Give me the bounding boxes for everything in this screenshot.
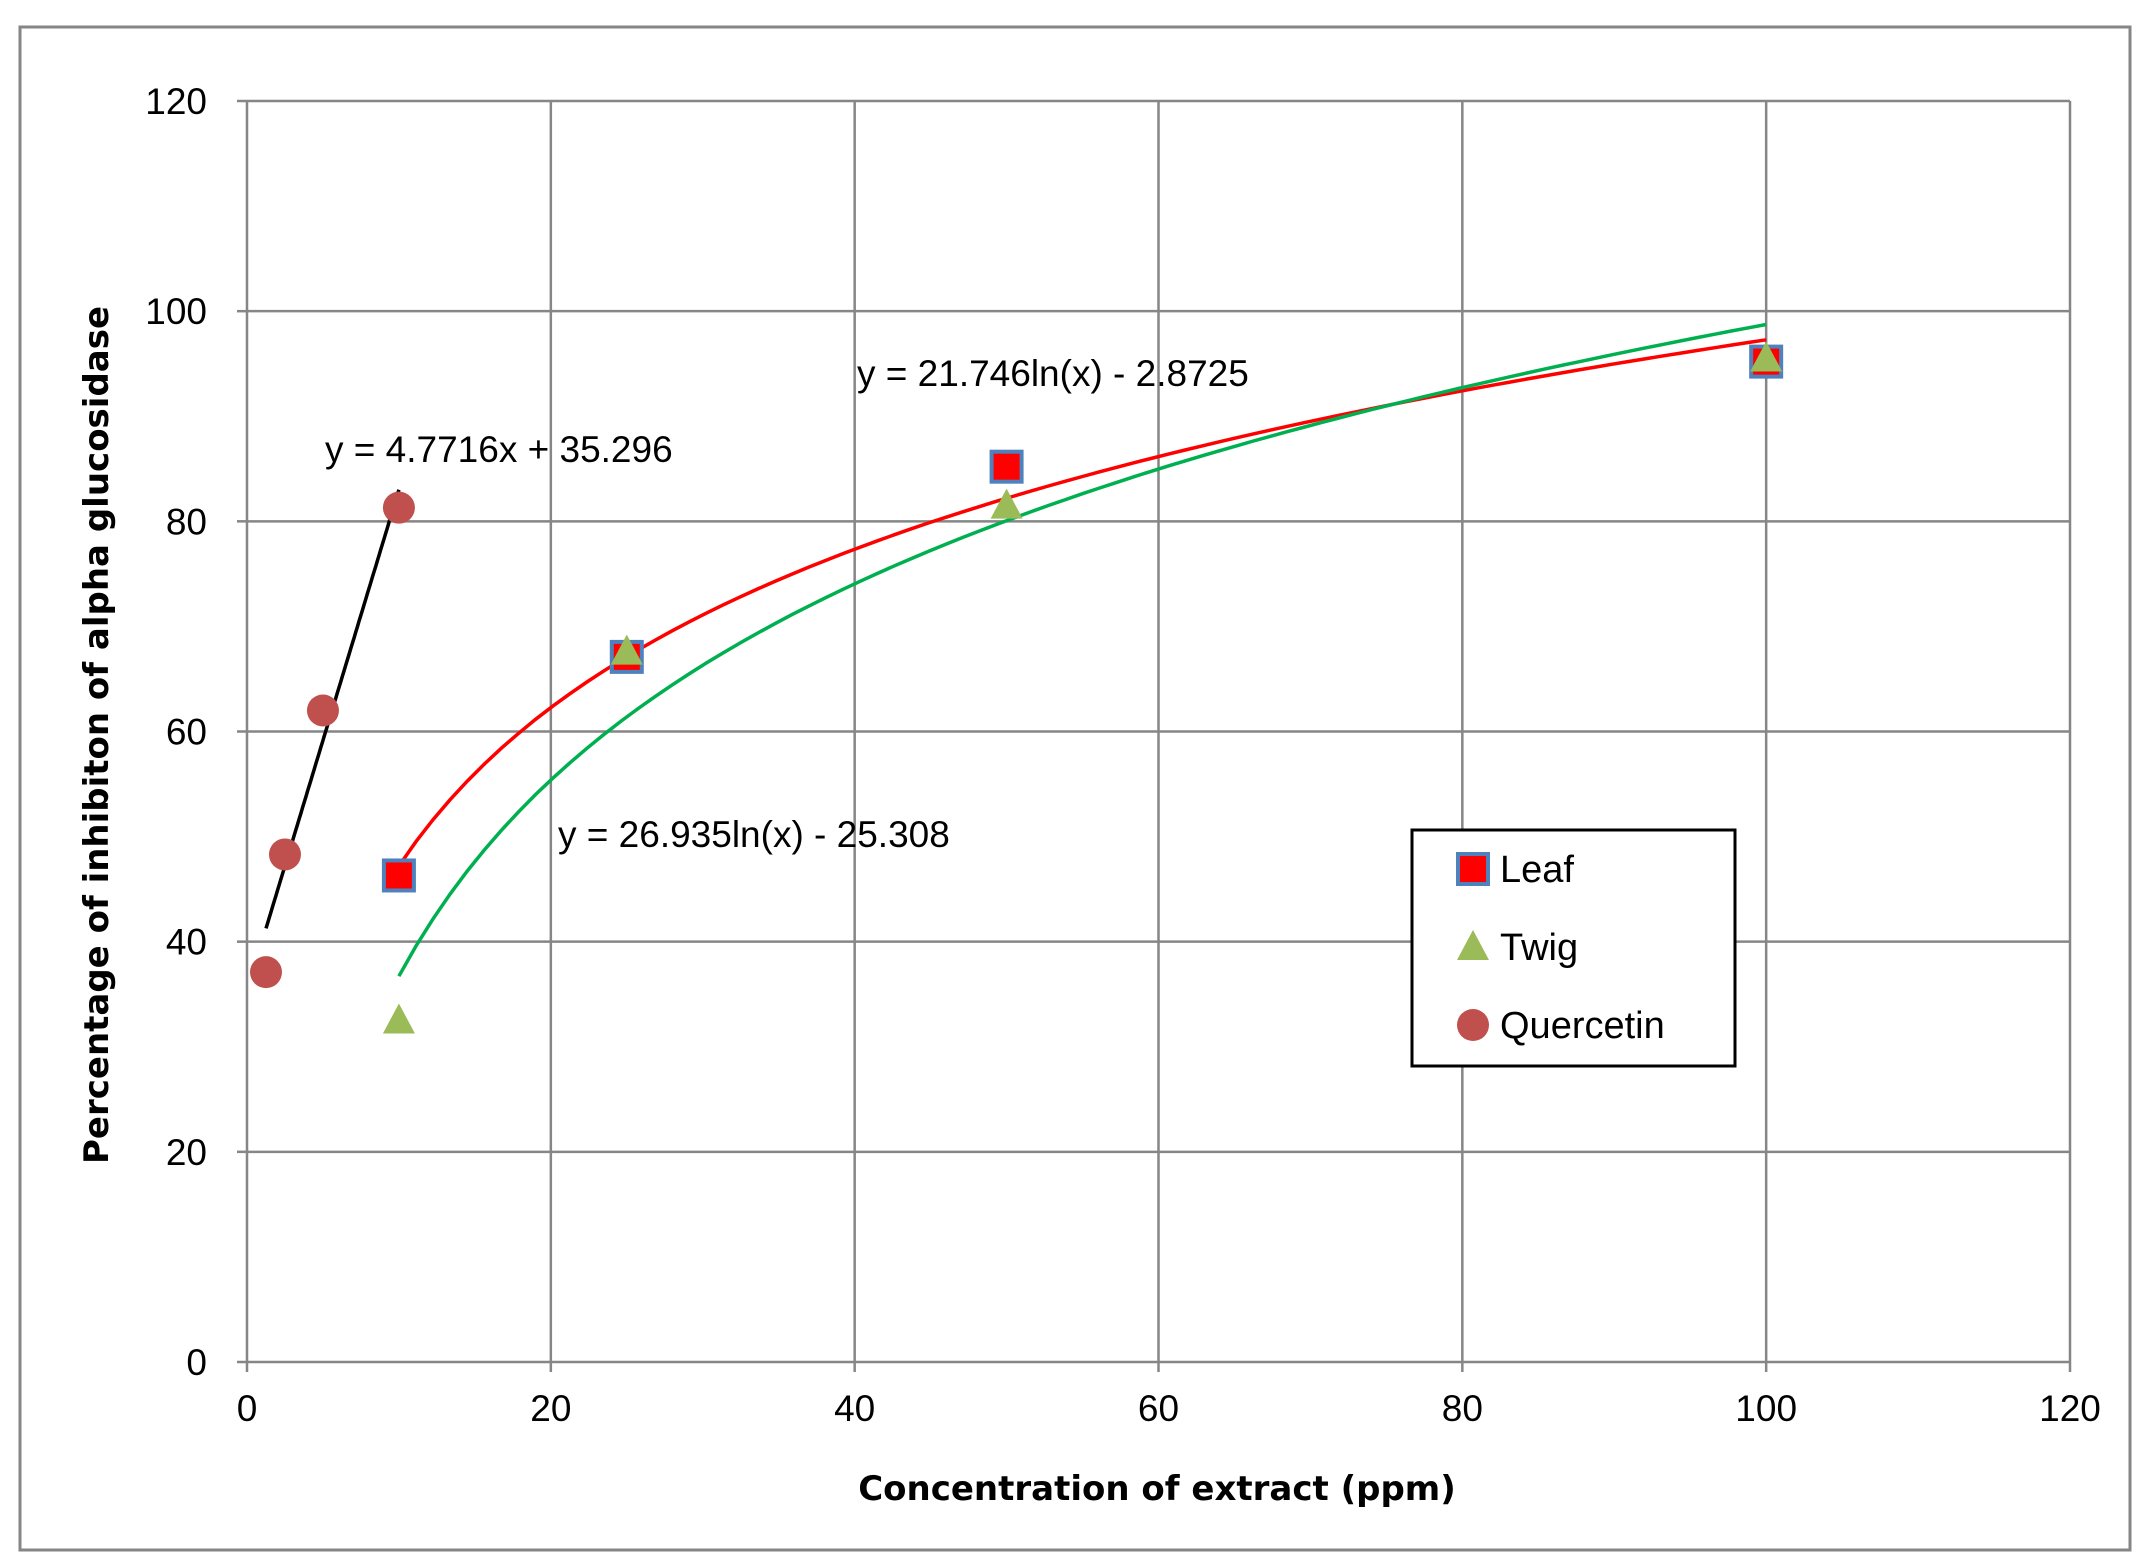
point-twig [1750, 341, 1783, 372]
legend: Leaf Twig Quercetin [1410, 828, 1737, 1068]
legend-label-twig: Twig [1500, 927, 1578, 969]
point-twig [610, 634, 643, 665]
x-tick-label: 60 [1138, 1388, 1179, 1429]
y-axis-title: Percentage of inhibiton of alpha glucosi… [77, 306, 117, 1164]
x-axis-title: Concentration of extract (ppm) [858, 1469, 1456, 1509]
data-markers [249, 341, 1784, 1034]
y-tick-label: 60 [166, 712, 207, 753]
legend-label-quercetin: Quercetin [1500, 1005, 1665, 1047]
point-quercetin [249, 956, 282, 989]
point-twig [990, 488, 1023, 519]
x-tick-label: 80 [1442, 1388, 1483, 1429]
y-tick-label: 20 [166, 1132, 207, 1173]
chart-border [18, 25, 2132, 1552]
tick-labels: 0 20 40 60 80 100 120 0 20 40 60 80 100 120 [145, 81, 2101, 1429]
point-twig [382, 1003, 415, 1034]
legend-label-leaf: Leaf [1500, 849, 1574, 891]
y-tick-label: 80 [166, 501, 207, 542]
y-tick-label: 40 [166, 922, 207, 963]
trendline-twig [397, 322, 1767, 978]
legend-marker-quercetin [1457, 1009, 1489, 1041]
trendline-equations: y = 21.746ln(x) - 2.8725 y = 26.935ln(x) … [325, 353, 1249, 855]
point-quercetin [268, 838, 301, 871]
grid [237, 99, 2072, 1372]
x-tick-label: 0 [237, 1388, 258, 1429]
equation-leaf: y = 21.746ln(x) - 2.8725 [857, 353, 1249, 394]
x-tick-label: 20 [530, 1388, 571, 1429]
legend-marker-twig [1457, 930, 1489, 960]
y-tick-label: 100 [145, 291, 207, 332]
y-tick-label: 120 [145, 81, 207, 122]
point-quercetin [382, 491, 415, 524]
equation-twig: y = 26.935ln(x) - 25.308 [558, 814, 950, 855]
legend-marker-leaf [1456, 852, 1490, 886]
y-tick-label: 0 [186, 1342, 207, 1383]
point-leaf [989, 449, 1024, 484]
x-tick-label: 100 [1735, 1388, 1797, 1429]
point-leaf [381, 858, 416, 893]
point-quercetin [306, 694, 339, 727]
x-tick-label: 120 [2039, 1388, 2101, 1429]
equation-quercetin: y = 4.7716x + 35.296 [325, 429, 673, 470]
x-tick-label: 40 [834, 1388, 875, 1429]
